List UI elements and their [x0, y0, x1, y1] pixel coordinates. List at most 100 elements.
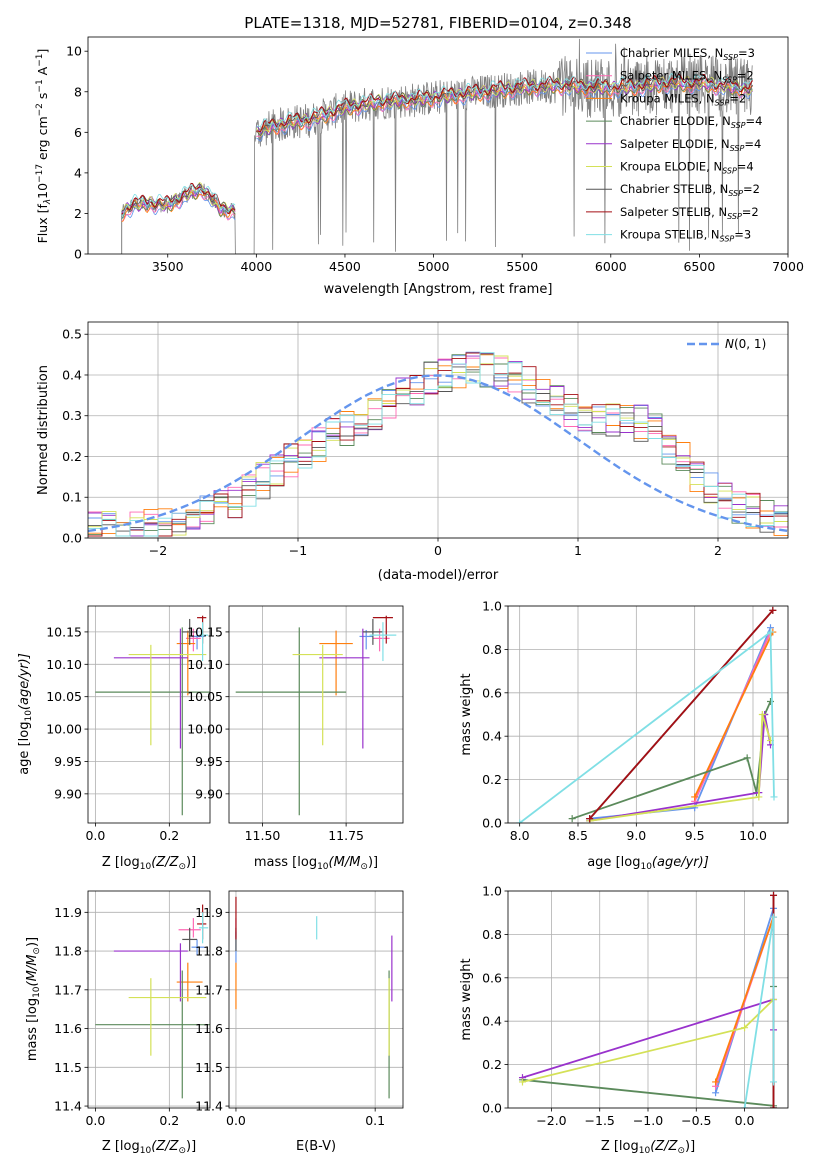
y-tick-label: 11.5 [54, 1060, 82, 1075]
errorbar-kroupa-elodie [292, 644, 343, 746]
weight-marker [691, 793, 699, 801]
weight-marker [741, 1104, 749, 1108]
weight-marker [770, 1078, 778, 1086]
histogram-salpeter-stelib [88, 352, 788, 537]
weight-marker [767, 628, 774, 636]
x-tick-label: −1.5 [585, 1113, 615, 1128]
x-tick-label: 7000 [772, 259, 804, 274]
mass-weight-vs-age-panel: 8.0 8.5 9.0 9.5 10.0 0.0 0.2 0.4 0.6 0.8 1.0 mass w… [459, 599, 789, 872]
errorbars [95, 615, 210, 816]
legend-entry: Kroupa MILES, NSSP=2 [620, 91, 746, 107]
x-tick-label: 0.0 [85, 1113, 105, 1128]
legend-entry: Chabrier STELIB, NSSP=2 [620, 182, 760, 198]
weight-marker [770, 891, 778, 899]
normal-curve [88, 374, 788, 533]
model-spectrum-kroupa-stelib [121, 72, 753, 216]
weight-marker [767, 697, 774, 705]
x-tick-label: 6500 [683, 259, 715, 274]
weight-marker [568, 815, 576, 823]
y-tick-label: 0.2 [482, 1057, 502, 1072]
y-tick-label: 11.8 [54, 944, 82, 959]
x-tick-label: 8.5 [568, 828, 588, 843]
weight-marker [586, 815, 594, 823]
y-tick-label: 11.5 [195, 1060, 223, 1075]
weight-marker [516, 819, 524, 823]
y-tick-label: 2 [74, 206, 82, 221]
x-tick-label: 4500 [329, 259, 361, 274]
errorbar-kroupa-stelib [369, 622, 397, 662]
y-tick-label: 0.4 [62, 367, 82, 382]
y-tick-label: 11.6 [54, 1021, 82, 1036]
y-tick-label: 11.4 [195, 1099, 223, 1114]
x-axis-label: wavelength [Angstrom, rest frame] [324, 282, 553, 297]
x-tick-label: −1 [289, 543, 307, 558]
x-axis-label: age [log10(age/yr)] [587, 855, 709, 872]
y-tick-label: 9.90 [54, 786, 82, 801]
errorbar-kroupa-miles [176, 630, 196, 696]
y-axis-label: Flux [fλ10−17 erg cm−2 s−1 A−1] [35, 49, 53, 244]
y-tick-label: 11.8 [195, 944, 223, 959]
x-tick-label: 0 [434, 543, 442, 558]
x-axis-label: Z [log10(Z/Z⊙)] [102, 855, 196, 872]
errorbar-chabrier-miles [359, 629, 373, 650]
axes-frame [507, 890, 789, 1109]
weight-marker [741, 1024, 749, 1032]
y-tick-label: 0.8 [482, 642, 502, 657]
errorbar-kroupa-elodie [128, 978, 207, 1056]
x-axis-label: (data-model)/error [378, 568, 499, 583]
y-tick-label: 9.95 [195, 754, 223, 769]
y-tick-label: 0.0 [482, 816, 502, 831]
x-tick-label: 5000 [418, 259, 450, 274]
weight-line-salpeter-elodie [589, 714, 772, 822]
x-tick-label: 11.50 [245, 828, 281, 843]
x-tick-label: 10.0 [739, 828, 767, 843]
x-tick-label: 0.0 [226, 1113, 246, 1128]
x-tick-label: 0.2 [159, 1113, 179, 1128]
errorbar-chabrier-stelib [182, 618, 198, 645]
errorbar-kroupa-stelib [198, 912, 209, 944]
figure-title: PLATE=1318, MJD=52781, FIBERID=0104, z=0… [244, 14, 631, 32]
errorbar-salpeter-elodie [113, 943, 188, 1002]
y-tick-label: 0.4 [482, 729, 502, 744]
legend-entry: Salpeter ELODIE, NSSP=4 [620, 137, 761, 153]
x-axis-label: Z [log10(Z/Z⊙)] [601, 1139, 695, 1156]
axes-frame [87, 605, 211, 824]
y-tick-label: 10.10 [187, 657, 223, 672]
y-tick-label: 0.0 [62, 531, 82, 546]
y-tick-label: 9.95 [54, 754, 82, 769]
y-tick-label: 0.6 [482, 685, 502, 700]
x-tick-label: −2 [149, 543, 167, 558]
weight-line-kroupa-miles [693, 631, 774, 798]
legend: Chabrier MILES, NSSP=3 Salpeter MILES, NS… [586, 46, 762, 244]
weight-lines [516, 606, 778, 823]
x-tick-label: −2.0 [536, 1113, 566, 1128]
weight-marker [770, 793, 778, 801]
legend-entry: Salpeter STELIB, NSSP=2 [620, 205, 759, 221]
y-tick-label: 10.05 [187, 689, 223, 704]
weight-line-kroupa-elodie [589, 714, 772, 822]
y-tick-label: 10 [66, 44, 82, 59]
errorbar-chabrier-elodie [95, 627, 210, 816]
legend-entry: Salpeter MILES, NSSP=2 [620, 69, 754, 85]
legend-entry: N(0, 1) [725, 337, 766, 351]
mass-vs-metallicity-panel: 0.0 0.2 11.4 11.5 11.6 11.7 11.8 11.9 Z [log10(Z… [25, 890, 211, 1156]
y-tick-label: 0.1 [62, 490, 82, 505]
errorbars [235, 896, 393, 1099]
x-tick-label: 5500 [506, 259, 538, 274]
x-tick-label: −0.5 [681, 1113, 711, 1128]
y-axis-label: mass weight [459, 958, 474, 1040]
y-tick-label: 6 [74, 125, 82, 140]
axes-frame [507, 605, 789, 824]
y-axis-label: mass weight [459, 673, 474, 755]
errorbar-kroupa-elodie [128, 644, 207, 746]
x-tick-label: 0.1 [365, 1113, 385, 1128]
errorbars [95, 904, 210, 1099]
mass-vs-extinction-panel: 0.0 0.1 11.4 11.5 11.6 11.7 11.8 11.9 E(B-V) [195, 890, 404, 1154]
errorbar-chabrier-stelib [182, 927, 198, 952]
weight-marker [758, 711, 766, 718]
weight-marker [712, 1078, 720, 1086]
x-tick-label: 1 [574, 543, 582, 558]
y-tick-label: 11.4 [54, 1099, 82, 1114]
y-tick-label: 10.00 [46, 722, 82, 737]
y-tick-label: 1.0 [482, 884, 502, 899]
